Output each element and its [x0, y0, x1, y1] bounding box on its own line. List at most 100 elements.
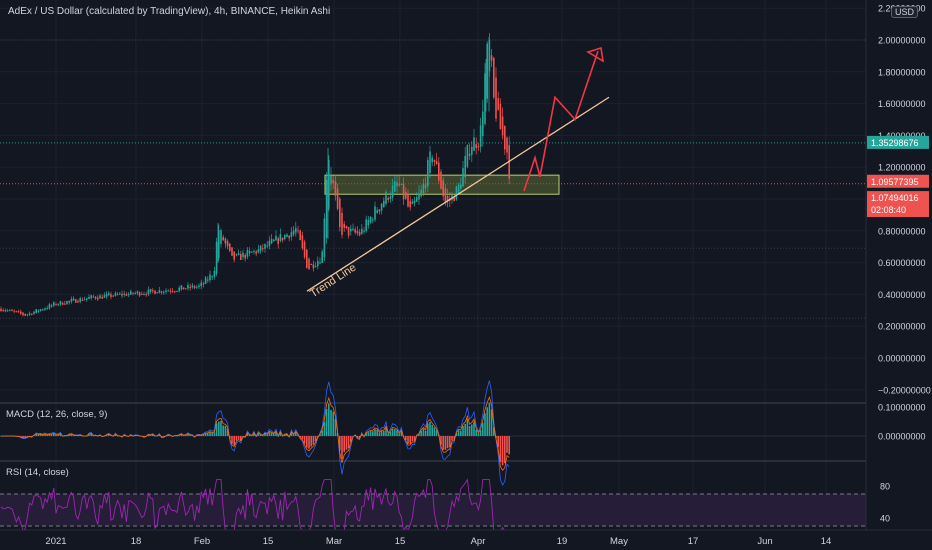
candle-body — [213, 270, 216, 277]
candle-body — [433, 159, 436, 162]
macd-histogram-bar — [473, 421, 475, 436]
candle-body — [215, 241, 218, 274]
candle-body — [114, 292, 117, 296]
candle-body — [251, 251, 253, 253]
macd-histogram-bar — [24, 436, 26, 438]
macd-histogram-bar — [246, 433, 249, 436]
chart-title: AdEx / US Dollar (calculated by TradingV… — [8, 6, 331, 17]
macd-histogram-bar — [339, 436, 341, 451]
candle-body — [319, 262, 321, 264]
candle-body — [310, 264, 312, 266]
candle-body — [143, 293, 145, 295]
price-marker-label: 1.09577395 — [871, 177, 919, 187]
candle-body — [427, 159, 429, 187]
macd-histogram-bar — [504, 436, 506, 464]
macd-histogram-bar — [180, 434, 183, 436]
candle-body — [325, 179, 328, 238]
candle-body — [336, 188, 339, 209]
macd-histogram-bar — [501, 436, 504, 466]
macd-histogram-bar — [506, 436, 508, 453]
time-axis-label: May — [610, 536, 628, 547]
projection-arrow[interactable] — [523, 50, 599, 192]
candle-body — [473, 137, 475, 151]
macd-histogram-bar — [143, 436, 145, 437]
candle-body — [0, 308, 2, 312]
candle-body — [356, 230, 359, 234]
macd-histogram-bar — [387, 434, 389, 436]
macd-histogram-bar — [411, 436, 414, 442]
trend-line[interactable] — [306, 96, 610, 292]
macd-histogram-bar — [407, 436, 409, 444]
candle-body — [222, 237, 224, 241]
macd-histogram-bar — [323, 421, 326, 436]
time-axis-label: 15 — [263, 536, 274, 547]
candle-body — [42, 309, 44, 311]
candle-body — [242, 252, 244, 257]
macd-histogram-bar — [235, 436, 238, 441]
candle-body — [24, 313, 26, 316]
candle-body — [218, 230, 220, 258]
macd-histogram-bar — [479, 430, 482, 436]
macd-histogram-bar — [290, 432, 293, 436]
candle-body — [35, 309, 37, 313]
candle-body — [248, 250, 251, 254]
macd-histogram-bar — [372, 431, 374, 436]
support-zone-rectangle[interactable] — [324, 174, 560, 195]
price-axis-label: 1.80000000 — [878, 67, 926, 77]
candle-body — [376, 210, 378, 214]
candle-body — [479, 125, 482, 147]
candle-body — [167, 290, 169, 292]
macd-histogram-bar — [275, 431, 277, 436]
candle-body — [466, 144, 469, 167]
candle-body — [200, 282, 202, 287]
macd-histogram-bar — [44, 434, 46, 436]
price-axis[interactable]: 2.200000002.000000001.800000001.60000000… — [865, 0, 932, 530]
candle-body — [314, 265, 317, 267]
macd-histogram-bar — [248, 434, 251, 436]
candle-body — [6, 310, 9, 312]
macd-histogram-bar — [409, 436, 411, 444]
candle-body — [53, 302, 55, 306]
currency-badge[interactable]: USD — [890, 6, 918, 18]
candle-body — [486, 43, 488, 99]
macd-histogram-bar — [189, 435, 191, 436]
candle-body — [257, 249, 260, 253]
macd-histogram-bar — [380, 430, 383, 436]
candle-body — [112, 295, 114, 297]
macd-histogram-bar — [259, 434, 262, 436]
macd-histogram-bar — [220, 420, 222, 436]
candle-body — [209, 274, 211, 281]
macd-histogram-bar — [488, 402, 491, 436]
candle-body — [235, 254, 238, 256]
macd-histogram-bar — [105, 435, 108, 436]
macd-histogram-bar — [427, 423, 429, 436]
candle-body — [178, 287, 180, 292]
candle-body — [125, 294, 128, 296]
time-axis[interactable]: 2021 18 Feb 15 Mar 15 Apr 19 May 17 Jun 14 — [0, 529, 932, 550]
candle-body — [231, 247, 233, 256]
candle-body — [400, 183, 403, 185]
time-axis-label: 19 — [557, 536, 568, 547]
macd-signal-line — [1, 396, 510, 471]
candle-body — [387, 197, 389, 200]
candle-body — [262, 248, 264, 250]
macd-histogram-bar — [424, 430, 427, 436]
macd-histogram-bar — [466, 418, 469, 436]
candle-body — [68, 300, 70, 303]
candle-body — [259, 245, 262, 251]
macd-histogram-bar — [345, 436, 348, 450]
candle-body — [484, 73, 486, 124]
macd-histogram-bar — [257, 433, 260, 436]
candle-body — [497, 98, 499, 110]
macd-histogram-bar — [20, 436, 22, 437]
macd-histogram-bar — [440, 436, 442, 445]
candle-body — [48, 304, 51, 309]
candle-body — [83, 299, 86, 301]
candle-body — [20, 311, 22, 314]
candle-body — [442, 180, 444, 197]
candle-body — [121, 293, 123, 296]
macd-histogram-bar — [468, 425, 471, 436]
time-axis-label: Apr — [471, 536, 486, 547]
candle-body — [57, 304, 59, 306]
